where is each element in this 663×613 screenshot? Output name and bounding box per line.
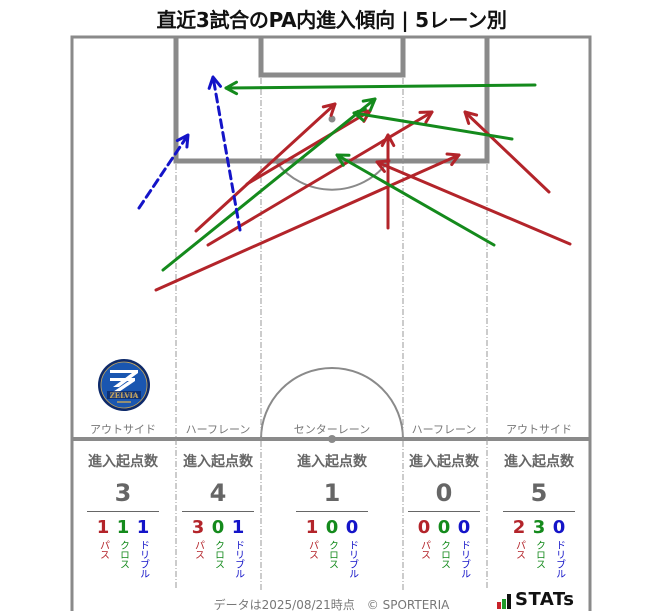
arrowhead-icon xyxy=(445,152,461,167)
arrow-pass xyxy=(194,102,337,233)
arrow-pass xyxy=(154,152,461,292)
center-spot xyxy=(328,435,336,443)
stat-title: 進入起点数 xyxy=(183,454,253,470)
dribble-count: 0 xyxy=(345,517,359,538)
divider xyxy=(182,511,254,512)
cross-label: クロス xyxy=(212,540,224,569)
arrowhead-icon xyxy=(207,75,222,90)
pass-label: パス xyxy=(192,540,204,559)
arrow-dribble xyxy=(137,133,190,210)
pass-count: 1 xyxy=(96,517,110,538)
lane-stats-halfspace-right: 進入起点数 0 0 パス 0 クロス 0 ドリブル xyxy=(389,452,499,578)
lane-label-outside-left: アウトサイド xyxy=(90,423,156,436)
dribble-label: ドリブル xyxy=(553,540,565,578)
entry-arrows xyxy=(137,75,572,292)
club-name: ZELVIA xyxy=(110,391,139,400)
cross-count: 3 xyxy=(532,517,546,538)
divider xyxy=(408,511,480,512)
lane-stats-halfspace-left: 進入起点数 4 3 パス 0 クロス 1 ドリブル xyxy=(163,452,273,578)
cross-label: クロス xyxy=(533,540,545,569)
arrow-pass xyxy=(245,109,372,186)
lane-stats-outside-right: 進入起点数 5 2 パス 3 クロス 0 ドリブル xyxy=(484,452,594,578)
entry-count-total: 3 xyxy=(114,479,132,507)
arrow-cross xyxy=(335,153,496,247)
club-crest-icon: ZELVIA xyxy=(98,359,150,411)
entry-count-total: 1 xyxy=(323,479,341,507)
arrowhead-icon xyxy=(224,80,239,96)
dribble-count: 1 xyxy=(136,517,150,538)
cross-count: 0 xyxy=(211,517,225,538)
pass-count: 1 xyxy=(305,517,319,538)
pass-count: 0 xyxy=(417,517,431,538)
divider xyxy=(296,511,368,512)
stat-title: 進入起点数 xyxy=(409,454,479,470)
arrowhead-icon xyxy=(361,97,377,112)
dribble-count: 0 xyxy=(552,517,566,538)
divider xyxy=(87,511,159,512)
cross-count: 1 xyxy=(116,517,130,538)
pass-label: パス xyxy=(418,540,430,559)
lane-label-halfspace-right: ハーフレーン xyxy=(411,423,477,436)
stat-title: 進入起点数 xyxy=(504,454,574,470)
arrowhead-icon xyxy=(352,107,367,122)
arrow-dribble xyxy=(207,75,242,232)
arrow-pass xyxy=(206,110,434,247)
cross-label: クロス xyxy=(326,540,338,569)
arrowhead-icon xyxy=(175,133,190,149)
cross-count: 0 xyxy=(437,517,451,538)
entry-count-total: 5 xyxy=(530,479,548,507)
pass-count: 3 xyxy=(191,517,205,538)
stat-title: 進入起点数 xyxy=(297,454,367,470)
arrow-pass xyxy=(375,159,572,246)
bar-chart-icon xyxy=(497,594,511,609)
arrow-pass xyxy=(463,110,551,194)
penalty-spot xyxy=(328,115,336,123)
cross-label: クロス xyxy=(438,540,450,569)
center-circle-arc xyxy=(260,367,404,440)
arrow-pass xyxy=(380,133,396,230)
entry-count-total: 0 xyxy=(435,479,453,507)
stat-title: 進入起点数 xyxy=(88,454,158,470)
page-title: 直近3試合のPA内進入傾向 | 5レーン別 xyxy=(156,8,507,32)
pass-label: パス xyxy=(513,540,525,559)
penalty-box xyxy=(173,37,490,164)
dribble-count: 1 xyxy=(231,517,245,538)
pass-count: 2 xyxy=(512,517,526,538)
cross-label: クロス xyxy=(117,540,129,569)
divider xyxy=(503,511,575,512)
lane-label-center: センターレーン xyxy=(293,423,371,436)
dribble-label: ドリブル xyxy=(458,540,470,578)
lane-stats-center: 進入起点数 1 1 パス 0 クロス 0 ドリブル xyxy=(277,452,387,578)
arrowhead-icon xyxy=(335,153,351,167)
pass-label: パス xyxy=(97,540,109,559)
dribble-label: ドリブル xyxy=(346,540,358,578)
dribble-count: 0 xyxy=(457,517,471,538)
brand-text: STATs xyxy=(515,589,575,610)
arrow-cross xyxy=(161,97,377,272)
arrowhead-icon xyxy=(321,102,337,117)
goal-area xyxy=(258,37,406,78)
lane-stats-outside-left: 進入起点数 3 1 パス 1 クロス 1 ドリブル xyxy=(68,452,178,578)
arrowhead-icon xyxy=(463,110,479,125)
pass-label: パス xyxy=(306,540,318,559)
stats-brand-logo: STATs xyxy=(497,591,574,609)
lane-label-halfspace-left: ハーフレーン xyxy=(185,423,251,436)
data-date-credit: データは2025/08/21時点 © SPORTERIA xyxy=(213,598,450,612)
arrowhead-icon xyxy=(375,159,391,173)
arrow-cross xyxy=(352,107,514,141)
arrowhead-icon xyxy=(418,110,434,124)
lane-label-outside-right: アウトサイド xyxy=(506,423,572,436)
dribble-label: ドリブル xyxy=(232,540,244,578)
dribble-label: ドリブル xyxy=(137,540,149,578)
pitch-outline xyxy=(70,35,592,611)
arrowhead-icon xyxy=(380,133,396,148)
penalty-arc xyxy=(276,162,388,191)
entry-count-total: 4 xyxy=(209,479,227,507)
arrow-cross xyxy=(224,80,537,96)
cross-count: 0 xyxy=(325,517,339,538)
